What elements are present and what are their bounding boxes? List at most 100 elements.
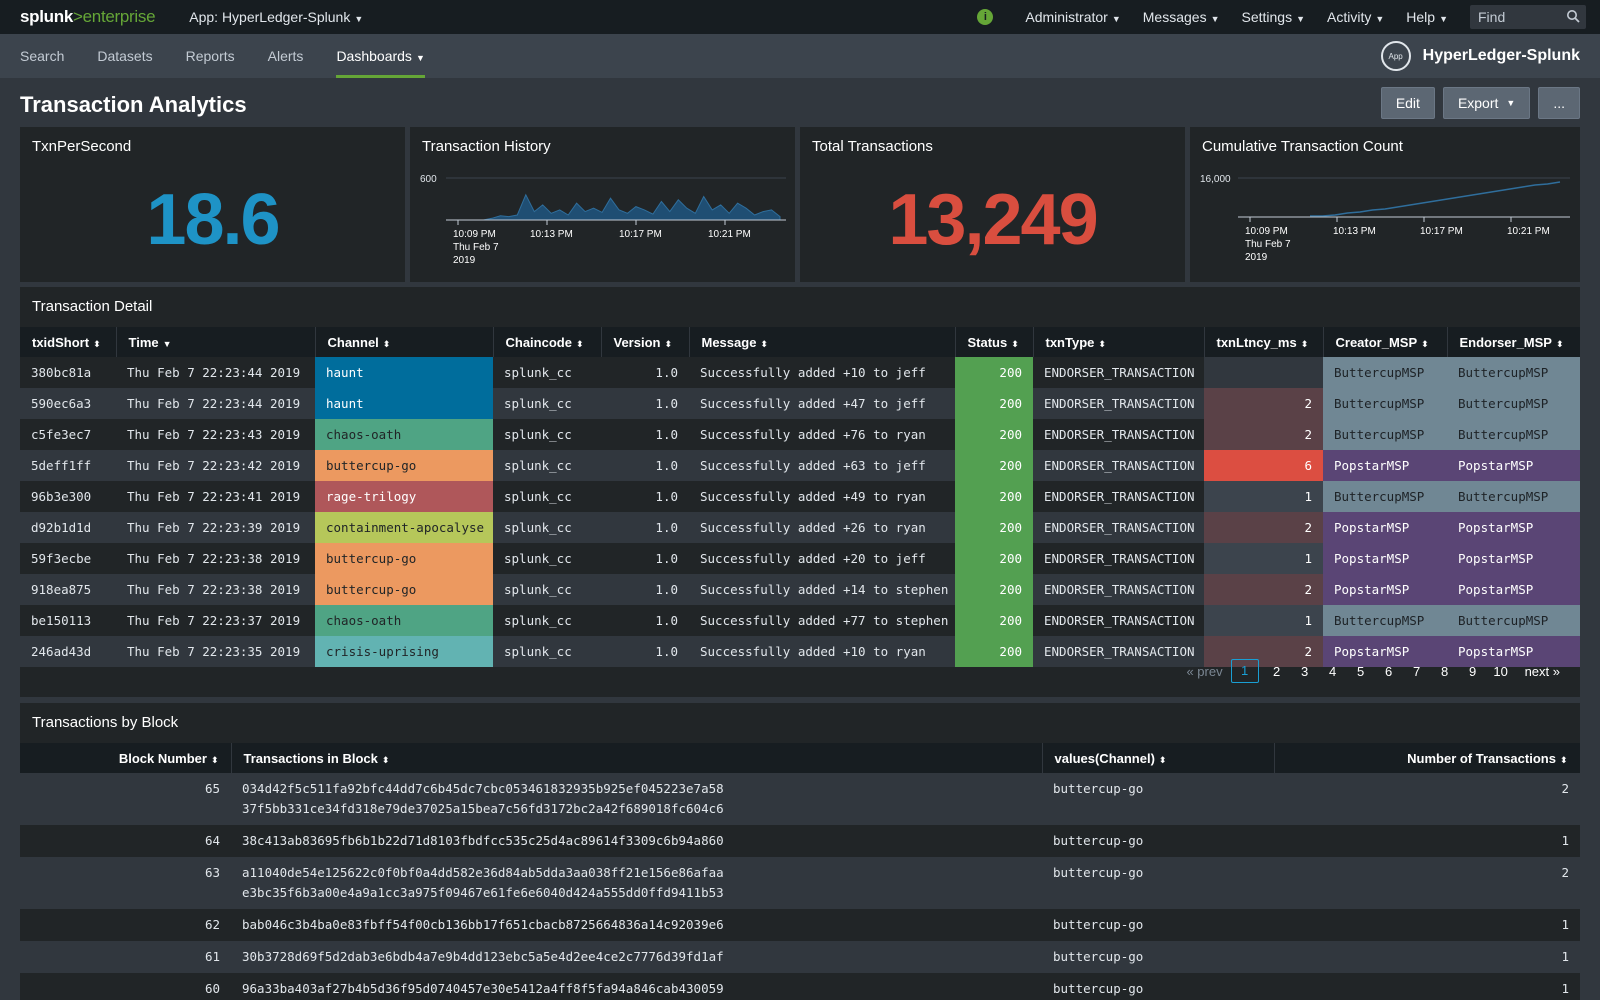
cell-endorser-msp: PopstarMSP [1447, 450, 1580, 481]
messages-menu[interactable]: Messages ▼ [1142, 9, 1220, 25]
transaction-hash: 96a33ba403af27b4b5d36f95d0740457e30e5412… [242, 981, 724, 996]
cell-txidshort: 246ad43d [20, 636, 116, 667]
table-row[interactable]: c5fe3ec7 Thu Feb 7 22:23:43 2019 chaos-oat… [20, 419, 1580, 450]
cell-transactions-in-block: bab046c3b4ba0e83fbff54f00cb136bb17f651cb… [231, 909, 1042, 941]
panel-title: Transaction Detail [32, 298, 153, 315]
cell-number-of-transactions: 2 [1274, 857, 1580, 909]
column-header-transactions-in-block[interactable]: Transactions in Block ⬍ [231, 743, 1043, 773]
cell-creator-msp: PopstarMSP [1323, 636, 1447, 667]
table-row[interactable]: be150113 Thu Feb 7 22:23:37 2019 chaos-oat… [20, 605, 1580, 636]
cell-channel: containment-apocalyse [315, 512, 493, 543]
column-header-creator-msp[interactable]: Creator_MSP ⬍ [1323, 327, 1448, 357]
edit-button[interactable]: Edit [1380, 87, 1435, 119]
table-row[interactable]: 60 96a33ba403af27b4b5d36f95d0740457e30e54… [20, 973, 1580, 1000]
cell-time: Thu Feb 7 22:23:39 2019 [116, 512, 315, 543]
column-header-chaincode[interactable]: Chaincode ⬍ [493, 327, 602, 357]
table-row[interactable]: 96b3e300 Thu Feb 7 22:23:41 2019 rage-tril… [20, 481, 1580, 512]
page-link-5[interactable]: 5 [1356, 663, 1365, 679]
column-header-label: values(Channel) [1054, 750, 1155, 766]
x-tick-year: 2019 [1245, 252, 1268, 263]
find-input[interactable] [1470, 5, 1586, 29]
table-row[interactable]: 61 30b3728d69f5d2dab3e6bdb4a7e9b4dd123ebc… [20, 941, 1580, 973]
table-row[interactable]: d92b1d1d Thu Feb 7 22:23:39 2019 containme… [20, 512, 1580, 543]
cell-time: Thu Feb 7 22:23:44 2019 [116, 357, 315, 388]
column-header-message[interactable]: Message ⬍ [689, 327, 956, 357]
column-header-time[interactable]: Time ▼ [116, 327, 316, 357]
column-header-version[interactable]: Version ⬍ [601, 327, 690, 357]
cell-txntype: ENDORSER_TRANSACTION [1033, 574, 1204, 605]
cell-transactions-in-block: 30b3728d69f5d2dab3e6bdb4a7e9b4dd123ebc5a… [231, 941, 1042, 973]
cell-channel: buttercup-go [1042, 909, 1274, 941]
column-header-channel[interactable]: Channel ⬍ [315, 327, 494, 357]
export-button[interactable]: Export ▼ [1442, 87, 1531, 119]
page-link-4[interactable]: 4 [1328, 663, 1337, 679]
table-row[interactable]: 64 38c413ab83695fb6b1b22d71d8103fbdfcc535… [20, 825, 1580, 857]
more-actions-button[interactable]: ... [1538, 87, 1580, 119]
page-link-6[interactable]: 6 [1384, 663, 1393, 679]
x-tick-label: 10:21 PM [1507, 226, 1550, 237]
column-header-txnltncy-ms[interactable]: txnLtncy_ms ⬍ [1204, 327, 1324, 357]
column-header-block-number[interactable]: Block Number ⬍ [20, 743, 232, 773]
transaction-hash: e3bc35f6b3a00e4a9a1cc3a975f09467e61fe6e6… [242, 885, 724, 900]
column-header-label: txidShort [32, 334, 90, 350]
cell-time: Thu Feb 7 22:23:44 2019 [116, 388, 315, 419]
cell-txnltncy-ms: 6 [1204, 450, 1323, 481]
page-link-8[interactable]: 8 [1440, 663, 1449, 679]
help-menu[interactable]: Help ▼ [1406, 9, 1448, 25]
column-header-txidshort[interactable]: txidShort ⬍ [20, 327, 117, 357]
page-link-1[interactable]: 1 [1230, 659, 1259, 683]
cell-time: Thu Feb 7 22:23:35 2019 [116, 636, 315, 667]
nav-reports[interactable]: Reports [185, 48, 235, 64]
cell-block-number: 65 [20, 773, 231, 825]
nav-datasets[interactable]: Datasets [97, 48, 153, 64]
column-header-values-channel[interactable]: values(Channel) ⬍ [1042, 743, 1275, 773]
table-row[interactable]: 62 bab046c3b4ba0e83fbff54f00cb136bb17f651… [20, 909, 1580, 941]
cell-status: 200 [955, 388, 1033, 419]
nav-search[interactable]: Search [20, 48, 65, 64]
nav-alerts[interactable]: Alerts [267, 48, 304, 64]
app-name[interactable]: HyperLedger-Splunk [1422, 47, 1580, 64]
app-menu[interactable]: App: HyperLedger-Splunk ▼ [189, 9, 364, 25]
app-nav-bar: Search Datasets Reports Alerts Dashboard… [0, 34, 1600, 78]
settings-menu[interactable]: Settings ▼ [1241, 9, 1306, 25]
page-link-9[interactable]: 9 [1468, 663, 1477, 679]
splunk-logo[interactable]: splunk>enterprise [20, 7, 156, 26]
page-link-10[interactable]: 10 [1493, 663, 1508, 679]
table-row[interactable]: 5deff1ff Thu Feb 7 22:23:42 2019 buttercup… [20, 450, 1580, 481]
column-header-number-of-transactions[interactable]: Number of Transactions ⬍ [1274, 743, 1581, 773]
table-row[interactable]: 590ec6a3 Thu Feb 7 22:23:44 2019 haunt splu… [20, 388, 1580, 419]
search-icon[interactable] [1566, 9, 1580, 23]
column-header-txntype[interactable]: txnType ⬍ [1033, 327, 1205, 357]
table-row[interactable]: 65 034d42f5c511fa92bfc44dd7c6b45dc7cbc053… [20, 773, 1580, 825]
sort-icon: ⬍ [1011, 338, 1019, 349]
table-row[interactable]: 59f3ecbe Thu Feb 7 22:23:38 2019 buttercup… [20, 543, 1580, 574]
next-page-link[interactable]: next » [1524, 663, 1560, 679]
cell-txnltncy-ms: 1 [1204, 481, 1323, 512]
activity-menu[interactable]: Activity ▼ [1327, 9, 1385, 25]
page-link-3[interactable]: 3 [1300, 663, 1309, 679]
table-row[interactable]: 63 a11040de54e125622c0f0bf0a4dd582e36d84a… [20, 857, 1580, 909]
panel-title: Cumulative Transaction Count [1202, 138, 1403, 155]
transaction-hash: 30b3728d69f5d2dab3e6bdb4a7e9b4dd123ebc5a… [242, 949, 724, 964]
panel-title: TxnPerSecond [32, 138, 132, 155]
column-header-endorser-msp[interactable]: Endorser_MSP ⬍ [1447, 327, 1581, 357]
info-icon[interactable]: i [977, 9, 994, 25]
prev-page-link[interactable]: « prev [1186, 663, 1223, 679]
cell-message: Successfully added +10 to jeff [689, 357, 955, 388]
sort-icon: ⬍ [1421, 338, 1429, 349]
panel-title: Transaction History [422, 138, 551, 155]
table-row[interactable]: 918ea875 Thu Feb 7 22:23:38 2019 buttercup… [20, 574, 1580, 605]
panel-transaction-detail: Transaction Detail txidShort ⬍ Time ▼ Channe… [20, 287, 1581, 697]
page-link-2[interactable]: 2 [1272, 663, 1281, 679]
administrator-menu[interactable]: Administrator ▼ [1025, 9, 1121, 25]
nav-dashboards[interactable]: Dashboards ▼ [336, 34, 426, 78]
cell-endorser-msp: ButtercupMSP [1447, 419, 1580, 450]
table-row[interactable]: 246ad43d Thu Feb 7 22:23:35 2019 crisis-up… [20, 636, 1580, 667]
cumulative-line [1310, 181, 1561, 217]
cell-txnltncy-ms: 2 [1204, 512, 1323, 543]
column-header-status[interactable]: Status ⬍ [955, 327, 1034, 357]
cell-creator-msp: ButtercupMSP [1323, 388, 1447, 419]
cell-time: Thu Feb 7 22:23:38 2019 [116, 574, 315, 605]
table-row[interactable]: 380bc81a Thu Feb 7 22:23:44 2019 haunt splu… [20, 357, 1580, 388]
page-link-7[interactable]: 7 [1412, 663, 1421, 679]
